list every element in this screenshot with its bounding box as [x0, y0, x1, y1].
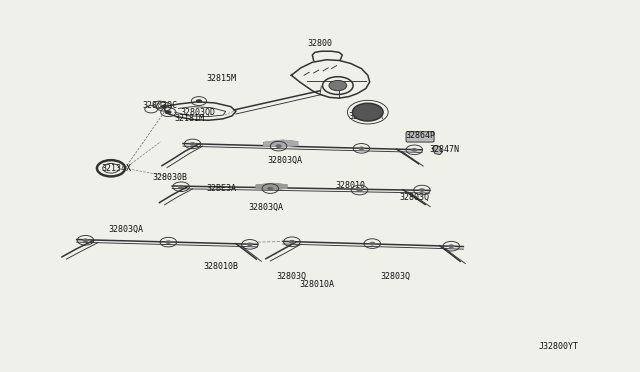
Text: 328010B: 328010B [204, 262, 239, 271]
Circle shape [196, 99, 202, 103]
Circle shape [356, 188, 363, 192]
Polygon shape [432, 145, 442, 155]
Text: 32BE3A: 32BE3A [206, 185, 236, 193]
Circle shape [411, 148, 417, 152]
Circle shape [83, 238, 89, 242]
Circle shape [358, 147, 365, 150]
Polygon shape [264, 140, 298, 147]
Text: J32800YT: J32800YT [539, 342, 579, 351]
Circle shape [189, 142, 196, 146]
Circle shape [275, 144, 282, 148]
Circle shape [419, 188, 425, 192]
Text: 328010A: 328010A [300, 280, 334, 289]
Text: 32803QA: 32803QA [108, 225, 143, 234]
Circle shape [178, 185, 184, 189]
Text: 32864P: 32864P [406, 131, 436, 140]
Text: 32815M: 32815M [206, 74, 236, 83]
Circle shape [267, 187, 273, 190]
Text: 32803Q: 32803Q [380, 272, 410, 281]
FancyBboxPatch shape [406, 132, 434, 142]
Text: 32803QA: 32803QA [268, 156, 303, 166]
Text: 32803QD: 32803QD [180, 108, 215, 117]
Text: 32134XA: 32134XA [348, 112, 383, 121]
Text: 32803Q: 32803Q [399, 193, 429, 202]
Text: 32134X: 32134X [101, 164, 131, 173]
Text: 32800: 32800 [307, 39, 333, 48]
Circle shape [353, 103, 383, 121]
Circle shape [369, 242, 376, 246]
Text: 32803QA: 32803QA [248, 203, 284, 212]
Circle shape [161, 105, 167, 109]
Text: 328010: 328010 [335, 181, 365, 190]
Text: 32803QC: 32803QC [142, 101, 177, 110]
Text: 32847N: 32847N [429, 145, 460, 154]
Circle shape [329, 80, 347, 91]
Text: 328030B: 328030B [153, 173, 188, 182]
Text: 32181M: 32181M [174, 113, 204, 122]
Text: 32803Q: 32803Q [276, 272, 307, 281]
Circle shape [165, 240, 172, 244]
Circle shape [165, 110, 172, 114]
Circle shape [246, 243, 253, 246]
Polygon shape [256, 183, 287, 190]
Circle shape [289, 240, 295, 244]
Circle shape [448, 244, 454, 248]
